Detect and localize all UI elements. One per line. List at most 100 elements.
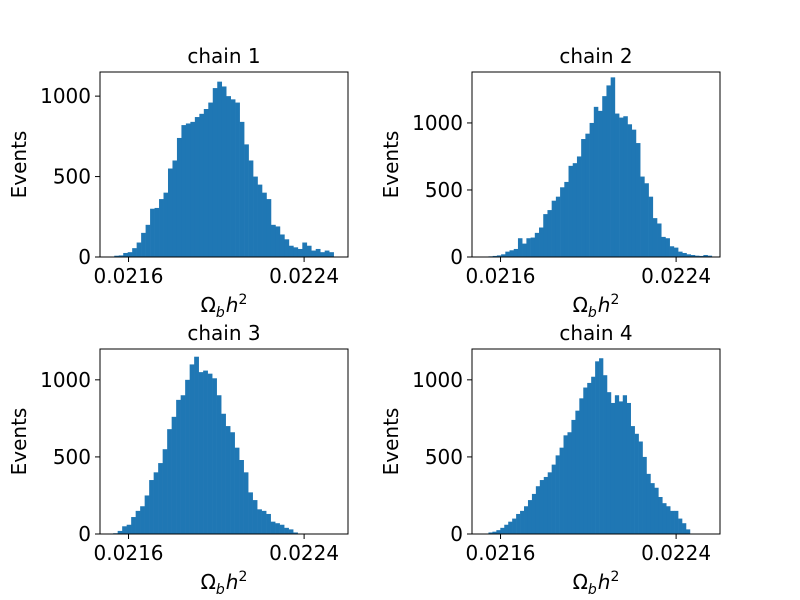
- histogram-bar: [568, 165, 574, 257]
- histogram-bar: [623, 116, 628, 257]
- histogram-bar: [158, 463, 163, 534]
- histogram-bar: [203, 109, 209, 257]
- histogram-bar: [248, 492, 253, 534]
- histogram-bar: [216, 395, 222, 534]
- histogram-bar: [243, 472, 249, 534]
- y-axis-label: Events: [7, 408, 31, 476]
- y-tick-label: 0: [450, 245, 463, 269]
- histogram-bars: [488, 358, 691, 534]
- histogram-panel-3: chain 3 0.0216 0.0224 0 500 1000 Events Ωbh2: [7, 321, 349, 598]
- histogram-bar: [707, 255, 713, 257]
- histogram-bars: [113, 356, 298, 534]
- histogram-bar: [610, 402, 616, 534]
- histogram-bar: [306, 245, 312, 257]
- x-axis-label: Ωbh2: [573, 292, 620, 321]
- panel-title: chain 1: [187, 44, 260, 68]
- histogram-bar: [703, 254, 708, 257]
- histogram-bar: [551, 200, 557, 257]
- x-axis-label: Ωbh2: [201, 292, 248, 321]
- histogram-bar: [127, 252, 133, 257]
- histogram-bar: [638, 441, 643, 534]
- histogram-bar: [185, 379, 190, 534]
- histogram-bar: [117, 530, 123, 534]
- histogram-bar: [551, 464, 556, 534]
- x-tick-label: 0.0224: [269, 541, 339, 565]
- histogram-bar: [606, 85, 611, 258]
- histogram-bar: [520, 510, 525, 534]
- histogram-bar: [208, 102, 214, 257]
- histogram-bar: [635, 143, 641, 257]
- histogram-bar: [686, 254, 692, 257]
- histogram-bar: [284, 239, 290, 257]
- histogram-bar: [144, 495, 150, 534]
- histogram-bar: [673, 247, 679, 257]
- histogram-bar: [167, 429, 172, 534]
- y-tick-label: 1000: [412, 368, 463, 392]
- histogram-bar: [564, 181, 569, 257]
- histogram-bar: [619, 117, 624, 257]
- histogram-bar: [180, 395, 186, 534]
- y-tick-label: 500: [425, 445, 463, 469]
- histogram-bar: [140, 506, 145, 534]
- histogram-bar: [694, 255, 700, 257]
- histogram-bar: [526, 238, 531, 257]
- histogram-bar: [603, 375, 608, 534]
- histogram-bar: [221, 86, 227, 257]
- histogram-bar: [522, 243, 527, 257]
- histogram-bar: [512, 518, 517, 534]
- histogram-bar: [517, 238, 523, 257]
- histogram-bar: [648, 196, 654, 257]
- histogram-bar: [122, 526, 127, 534]
- histogram-bar: [585, 133, 590, 257]
- histogram-bar: [114, 255, 120, 257]
- histogram-bar: [162, 449, 168, 534]
- histogram-bar: [642, 456, 647, 534]
- histogram-bar: [136, 242, 142, 257]
- x-tick-label: 0.0224: [269, 264, 339, 288]
- y-tick-label: 500: [425, 178, 463, 202]
- histogram-bar: [634, 433, 639, 534]
- x-tick-label: 0.0224: [641, 541, 711, 565]
- y-tick-label: 1000: [40, 368, 91, 392]
- histogram-bar: [599, 358, 604, 534]
- histogram-bar: [320, 252, 325, 257]
- histogram-bar: [172, 160, 178, 257]
- histogram-bar: [230, 99, 236, 257]
- histogram-bar: [500, 527, 505, 534]
- histogram-bar: [627, 124, 633, 257]
- y-tick-label: 0: [78, 522, 91, 546]
- histogram-bar: [176, 137, 182, 257]
- histogram-bar: [270, 224, 276, 257]
- histogram-bar: [587, 382, 592, 534]
- histogram-bar: [150, 208, 155, 257]
- axes-frame: [471, 348, 721, 535]
- histogram-bar: [543, 476, 549, 534]
- histogram-bar: [293, 532, 298, 534]
- histogram-bar: [123, 252, 128, 257]
- histogram-bar: [670, 510, 675, 534]
- histogram-bar: [190, 121, 196, 257]
- histogram-bar: [505, 251, 510, 257]
- histogram-bar: [212, 378, 217, 534]
- histogram-bar: [492, 531, 497, 534]
- histogram-bar: [640, 176, 645, 257]
- histogram-bar: [576, 156, 582, 257]
- histogram-bar: [614, 113, 620, 257]
- histogram-bar: [504, 524, 509, 534]
- histogram-bar: [288, 529, 294, 534]
- histogram-bar: [598, 110, 603, 258]
- panel-title: chain 2: [559, 44, 632, 68]
- histogram-bar: [524, 506, 529, 534]
- histogram-panel-4: chain 4 0.0216 0.0224 0 500 1000 Events Ωbh2: [379, 321, 721, 598]
- histogram-bar: [559, 447, 564, 534]
- histogram-bar: [555, 196, 561, 257]
- histogram-bar: [262, 192, 267, 257]
- histogram-bar: [293, 247, 299, 257]
- histogram-bar: [682, 523, 687, 534]
- histogram-bar: [154, 207, 160, 257]
- histogram-bar: [126, 524, 132, 534]
- histogram-bar: [513, 248, 519, 257]
- histogram-bar: [563, 435, 568, 534]
- histogram-bar: [207, 373, 213, 534]
